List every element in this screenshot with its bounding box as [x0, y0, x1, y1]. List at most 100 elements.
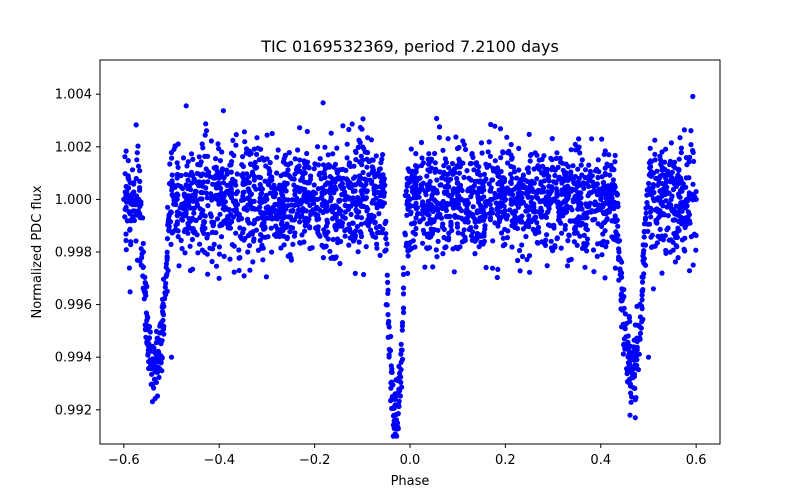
data-point: [472, 238, 478, 244]
data-point: [677, 194, 683, 200]
data-point: [676, 227, 682, 233]
data-point: [403, 188, 409, 194]
data-point: [535, 163, 541, 169]
data-point: [261, 210, 267, 216]
data-point: [690, 149, 696, 156]
data-point: [380, 188, 386, 194]
data-point: [587, 168, 594, 175]
data-point: [240, 230, 246, 236]
data-point: [264, 156, 270, 162]
data-point: [297, 157, 303, 163]
data-point: [690, 181, 696, 187]
data-point: [420, 240, 426, 246]
data-point: [556, 176, 562, 182]
data-point: [224, 221, 231, 227]
data-point: [230, 137, 236, 143]
data-point: [496, 219, 502, 225]
data-point: [176, 263, 182, 269]
data-point: [355, 249, 361, 255]
data-point: [246, 151, 253, 158]
data-point: [509, 210, 516, 216]
data-point: [209, 229, 215, 235]
data-point: [397, 388, 403, 394]
data-point: [131, 217, 137, 224]
data-point: [575, 166, 581, 172]
data-point: [668, 202, 674, 208]
data-point: [249, 205, 255, 211]
data-point: [360, 203, 367, 209]
data-point: [311, 182, 317, 188]
data-point: [401, 309, 407, 316]
data-point: [541, 153, 547, 159]
data-point: [384, 272, 390, 278]
data-point: [202, 153, 208, 159]
data-point: [216, 275, 222, 281]
data-point: [612, 219, 618, 225]
data-point: [458, 186, 464, 192]
data-point: [539, 198, 545, 204]
data-point: [663, 250, 669, 256]
data-point: [639, 297, 645, 303]
data-point: [121, 196, 127, 202]
data-point: [145, 352, 151, 358]
data-point: [591, 269, 597, 275]
data-point: [557, 155, 563, 161]
data-point: [645, 354, 652, 360]
data-point: [573, 219, 579, 225]
data-point: [424, 245, 430, 252]
data-point: [374, 245, 380, 251]
data-point: [549, 136, 555, 142]
data-point: [504, 134, 510, 140]
data-point: [682, 248, 688, 254]
data-point: [608, 187, 614, 193]
data-point: [137, 178, 143, 184]
data-point: [455, 230, 461, 236]
data-point: [185, 186, 191, 192]
data-point: [135, 163, 142, 169]
data-point: [665, 168, 671, 174]
data-point: [405, 206, 411, 212]
data-point: [402, 230, 408, 236]
data-point: [307, 245, 313, 252]
data-point: [636, 323, 643, 329]
data-point: [324, 217, 330, 223]
data-point: [224, 167, 230, 173]
data-point: [490, 238, 496, 244]
data-point: [576, 144, 582, 150]
data-point: [599, 252, 605, 258]
data-point: [677, 135, 683, 141]
data-point: [500, 150, 506, 156]
data-point: [352, 233, 359, 239]
data-point: [306, 165, 312, 171]
data-point: [534, 176, 540, 182]
data-point: [253, 186, 259, 192]
data-point: [650, 286, 657, 292]
data-point: [346, 126, 352, 133]
data-point: [198, 189, 204, 195]
data-point: [640, 258, 646, 264]
data-point: [678, 187, 684, 193]
data-point: [523, 203, 530, 209]
data-point: [352, 270, 358, 276]
data-point: [346, 196, 352, 202]
data-point: [134, 157, 140, 163]
data-point: [622, 326, 628, 332]
data-point: [604, 161, 610, 167]
data-point: [432, 160, 438, 166]
data-point: [490, 165, 496, 171]
data-point: [214, 168, 220, 174]
data-point: [271, 207, 278, 213]
data-point: [154, 356, 160, 362]
data-point: [310, 207, 316, 213]
data-point: [136, 196, 142, 203]
data-point: [647, 191, 653, 197]
data-point: [400, 265, 406, 271]
data-point: [616, 277, 622, 283]
data-point: [407, 239, 414, 245]
data-point: [456, 205, 463, 211]
data-point: [248, 191, 254, 197]
data-point: [251, 146, 257, 152]
data-point: [534, 220, 540, 226]
data-point: [602, 275, 608, 281]
data-point: [494, 206, 500, 212]
